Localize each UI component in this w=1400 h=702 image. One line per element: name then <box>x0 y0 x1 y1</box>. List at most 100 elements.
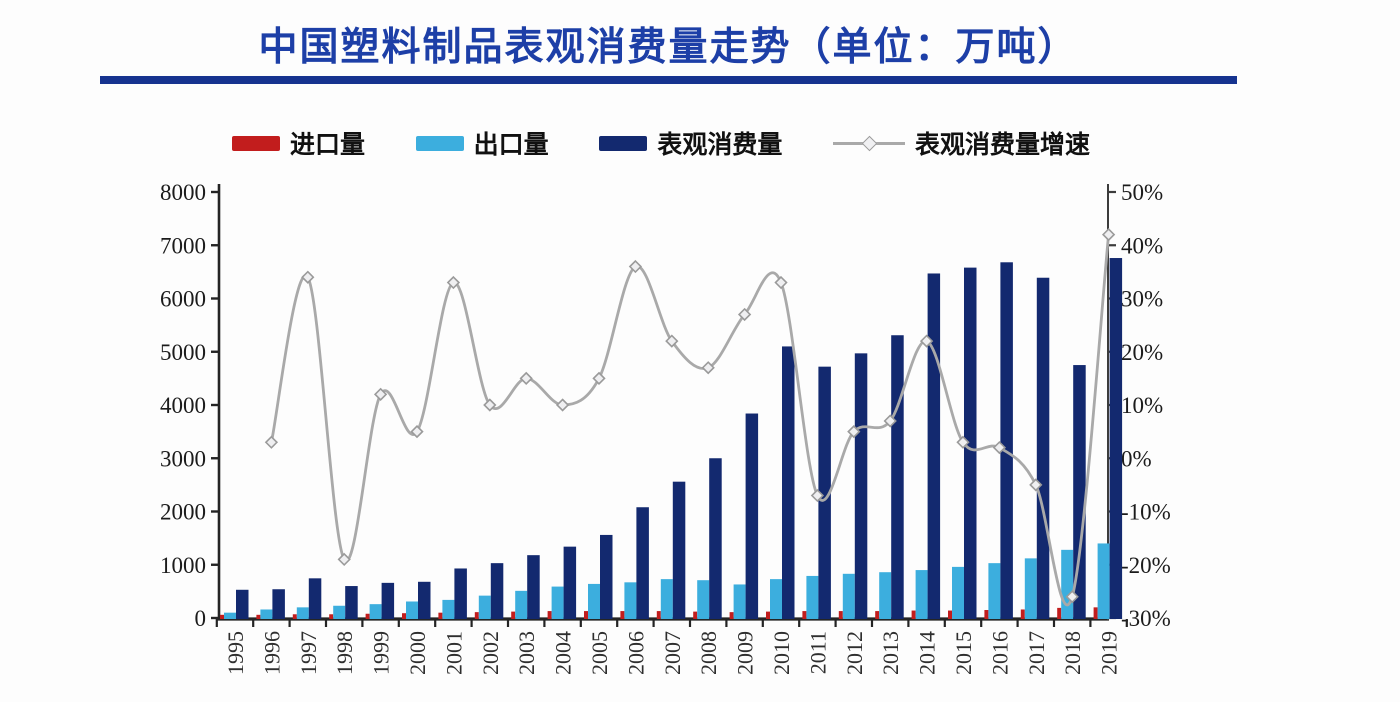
y-left-tick-label: 2000 <box>160 500 206 525</box>
y-left-tick-label: 5000 <box>160 340 206 365</box>
export-bar <box>515 590 528 619</box>
import-bar <box>984 610 989 619</box>
x-tick-label: 2006 <box>623 631 648 675</box>
export-bar <box>369 604 382 619</box>
export-bar <box>915 570 928 619</box>
import-bar <box>1057 607 1062 619</box>
consumption-bar <box>1109 258 1123 619</box>
export-bar <box>1061 549 1074 619</box>
y-right-tick-label: 20% <box>1121 340 1163 365</box>
legend-label: 表观消费量 <box>657 132 783 159</box>
export-bar <box>770 579 782 619</box>
x-tick-label: 1998 <box>332 631 357 675</box>
import-bar <box>1020 609 1025 619</box>
growth-point-marker-icon <box>847 424 861 439</box>
growth-point-marker-icon <box>410 424 424 439</box>
export-bar <box>333 605 346 619</box>
legend-item-import: 进口量 <box>232 125 365 161</box>
y-left-tick-label: 8000 <box>160 180 206 205</box>
y-right-tick-label: 50% <box>1121 180 1163 205</box>
bars-consumption <box>236 258 1123 619</box>
export-bar <box>806 575 819 619</box>
x-tick-label: 2002 <box>478 631 503 675</box>
consumption-bar <box>308 578 322 619</box>
x-tick-label: 2011 <box>805 631 830 674</box>
export-bar <box>224 612 236 619</box>
y-right-tick-label: -10% <box>1121 500 1171 525</box>
consumption-bar <box>891 335 904 619</box>
import-bar <box>948 610 952 619</box>
import-bar <box>547 611 552 619</box>
import-bar <box>292 614 297 619</box>
export-bar <box>478 595 491 619</box>
consumption-bar <box>636 507 649 619</box>
x-tick-label: 1996 <box>259 631 284 675</box>
x-tick-label: 2013 <box>878 631 903 675</box>
consumption-bar <box>709 458 722 619</box>
growth-point-marker-icon <box>1101 227 1116 242</box>
import-bar <box>911 610 916 619</box>
y-left-tick-label: 3000 <box>160 446 206 471</box>
growth-point-marker-icon <box>883 414 897 428</box>
consumption-bar <box>854 353 868 619</box>
export-bar <box>952 566 964 619</box>
y-left-tick-label: 6000 <box>160 287 206 312</box>
x-tick-label: 2015 <box>951 631 976 675</box>
x-tick-label: 2001 <box>441 631 466 675</box>
export-bar <box>624 582 637 619</box>
growth-point-marker-icon <box>519 371 533 386</box>
import-bar <box>220 614 224 619</box>
growth-point-marker-icon <box>301 270 315 284</box>
import-bar <box>438 612 443 619</box>
x-tick-label: 2008 <box>696 631 721 675</box>
x-tick-label: 2000 <box>405 631 430 675</box>
import-bar <box>729 612 734 619</box>
consumption-bar <box>1073 365 1086 619</box>
x-tick-label: 2003 <box>514 631 539 675</box>
consumption-bar <box>927 273 941 619</box>
x-tick-label: 2018 <box>1060 631 1085 675</box>
growth-point-marker-icon <box>264 435 279 449</box>
export-bar <box>406 601 418 619</box>
growth-line <box>270 233 1110 607</box>
export-bar <box>442 599 455 619</box>
import-bar <box>474 612 479 619</box>
consumption-bar <box>418 581 431 619</box>
export-bar <box>1097 543 1110 619</box>
growth-markers <box>264 227 1116 604</box>
y-right-tick-label: 0% <box>1121 446 1152 471</box>
legend-item-growth: 表观消费量增速 <box>832 125 1090 161</box>
consumption-bar <box>782 346 795 619</box>
export-bar <box>660 579 673 619</box>
consumption-bar <box>236 589 249 619</box>
growth-point-marker-icon <box>337 552 351 567</box>
consumption-bar <box>345 586 358 619</box>
y-right-tick-label: 10% <box>1121 393 1163 418</box>
y-axis-right: -30% -20% -10% 0% 10% 20% 30% 40% 50% <box>1108 180 1171 631</box>
growth-point-marker-icon <box>373 387 388 401</box>
import-bar <box>329 614 334 619</box>
legend-label: 出口量 <box>473 132 549 159</box>
import-bar <box>584 611 588 619</box>
growth-point-marker-icon <box>592 371 606 386</box>
import-bar <box>620 611 625 619</box>
export-bar <box>260 609 273 619</box>
consumption-bar <box>272 589 285 619</box>
x-tick-label: 2016 <box>987 631 1012 675</box>
growth-point-marker-icon <box>737 307 752 322</box>
consumption-bar <box>490 563 504 619</box>
y-left-tick-label: 1000 <box>160 553 206 578</box>
consumption-bar <box>1036 277 1050 619</box>
growth-point-marker-icon <box>1065 590 1079 604</box>
import-bar <box>875 611 880 619</box>
export-bar <box>842 573 855 619</box>
x-tick-label: 2007 <box>660 631 685 675</box>
export-bar <box>697 580 710 619</box>
x-tick-label: 1995 <box>223 631 248 675</box>
export-bar <box>988 563 1001 619</box>
x-tick-label: 2019 <box>1097 631 1122 675</box>
y-right-tick-label: 30% <box>1121 287 1163 312</box>
consumption-bar <box>818 366 831 619</box>
growth-point-marker-icon <box>1029 478 1043 492</box>
